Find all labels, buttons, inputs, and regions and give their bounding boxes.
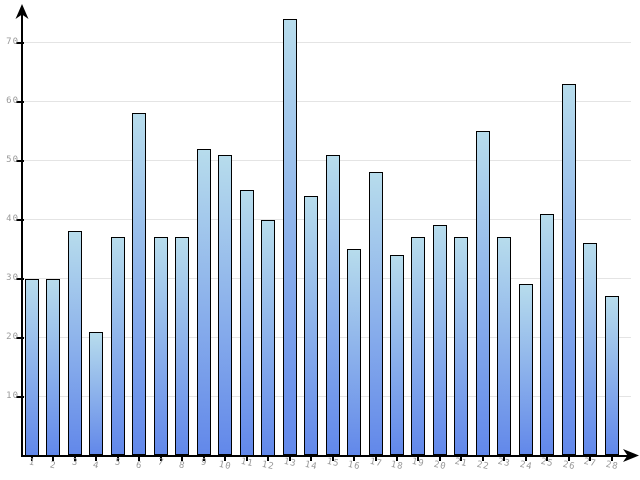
- bar: [411, 237, 426, 456]
- y-axis-arrow-icon: [15, 4, 29, 19]
- y-axis-tick: [16, 336, 24, 339]
- bar: [604, 296, 619, 456]
- x-tick-label: 12: [260, 459, 276, 473]
- x-axis-tick: [353, 456, 356, 461]
- x-axis-tick: [460, 456, 463, 461]
- bar: [583, 243, 598, 456]
- bar: [389, 254, 404, 456]
- x-axis-tick: [116, 456, 119, 461]
- y-tick-label: 30: [6, 273, 19, 283]
- x-tick-label: 17: [368, 456, 383, 470]
- x-axis-tick: [245, 456, 248, 461]
- x-axis-tick: [159, 456, 162, 461]
- bar: [153, 237, 168, 456]
- y-tick-label: 60: [6, 96, 19, 106]
- x-axis-tick: [417, 456, 420, 461]
- bar: [454, 237, 469, 456]
- x-tick-label: 4: [92, 460, 101, 472]
- x-tick-label: 13: [282, 456, 298, 470]
- x-tick-label: 2: [49, 460, 58, 472]
- bar: [282, 18, 297, 456]
- x-axis-tick: [589, 456, 592, 461]
- bar: [239, 190, 254, 456]
- y-axis-tick: [16, 100, 24, 103]
- x-tick-label: 21: [454, 456, 469, 470]
- gridline: [23, 101, 631, 102]
- gridline: [23, 42, 631, 43]
- x-axis-arrow-icon: [623, 449, 639, 462]
- x-axis-tick: [267, 456, 270, 461]
- x-axis-tick: [395, 456, 398, 461]
- x-tick-label: 6: [135, 460, 144, 472]
- x-axis-tick: [202, 456, 205, 461]
- x-axis-tick: [52, 456, 55, 461]
- bar: [261, 219, 276, 456]
- bar: [368, 172, 383, 456]
- x-axis-tick: [610, 456, 613, 461]
- bar: [475, 131, 490, 456]
- bar: [196, 148, 211, 456]
- x-tick-label: 25: [540, 456, 555, 470]
- y-tick-label: 20: [6, 332, 19, 342]
- bar: [497, 237, 512, 456]
- x-axis-tick: [331, 456, 334, 461]
- y-axis-tick: [16, 277, 24, 280]
- bar: [218, 154, 233, 456]
- bar: [175, 237, 190, 456]
- y-tick-label: 70: [6, 37, 19, 47]
- y-axis-tick: [16, 218, 24, 221]
- x-tick-label: 14: [303, 459, 319, 473]
- x-axis-tick: [73, 456, 76, 461]
- x-tick-label: 28: [604, 459, 620, 473]
- bar: [67, 231, 82, 456]
- x-axis-tick: [138, 456, 141, 461]
- x-axis-tick: [95, 456, 98, 461]
- bar: [46, 278, 61, 456]
- bar: [432, 225, 447, 456]
- x-axis-tick: [438, 456, 441, 461]
- bar: [325, 154, 340, 456]
- x-axis-tick: [546, 456, 549, 461]
- x-tick-label: 19: [411, 456, 426, 470]
- x-tick-label: 10: [218, 459, 233, 473]
- x-axis-tick: [503, 456, 506, 461]
- x-axis-tick: [524, 456, 527, 461]
- bar: [518, 284, 533, 456]
- bar: [561, 83, 576, 456]
- x-tick-label: 27: [583, 456, 598, 470]
- x-axis-tick: [224, 456, 227, 461]
- y-axis-tick: [16, 159, 24, 162]
- x-axis-tick: [481, 456, 484, 461]
- x-axis-tick: [374, 456, 377, 461]
- bar: [110, 237, 125, 456]
- x-tick-label: 15: [325, 456, 341, 470]
- x-tick-label: 8: [178, 460, 187, 472]
- x-axis-line: [21, 454, 629, 457]
- bar: [132, 113, 147, 456]
- bar: [540, 213, 555, 456]
- bar: [304, 195, 319, 456]
- x-axis-tick: [31, 456, 33, 461]
- x-axis-tick: [310, 456, 313, 461]
- y-tick-label: 40: [6, 214, 19, 224]
- y-tick-label: 50: [6, 155, 19, 165]
- x-axis-tick: [288, 456, 291, 461]
- y-axis-tick: [16, 41, 24, 44]
- bar: [25, 278, 39, 456]
- y-tick-label: 10: [6, 391, 19, 401]
- y-axis-line: [21, 14, 23, 457]
- x-axis-tick: [181, 456, 184, 461]
- y-axis-tick: [16, 395, 24, 398]
- x-tick-label: 16: [346, 459, 362, 473]
- bar: [347, 249, 362, 456]
- bar: [89, 331, 104, 456]
- x-tick-label: 11: [239, 456, 255, 470]
- x-tick-label: 23: [497, 456, 512, 470]
- x-axis-tick: [567, 456, 570, 461]
